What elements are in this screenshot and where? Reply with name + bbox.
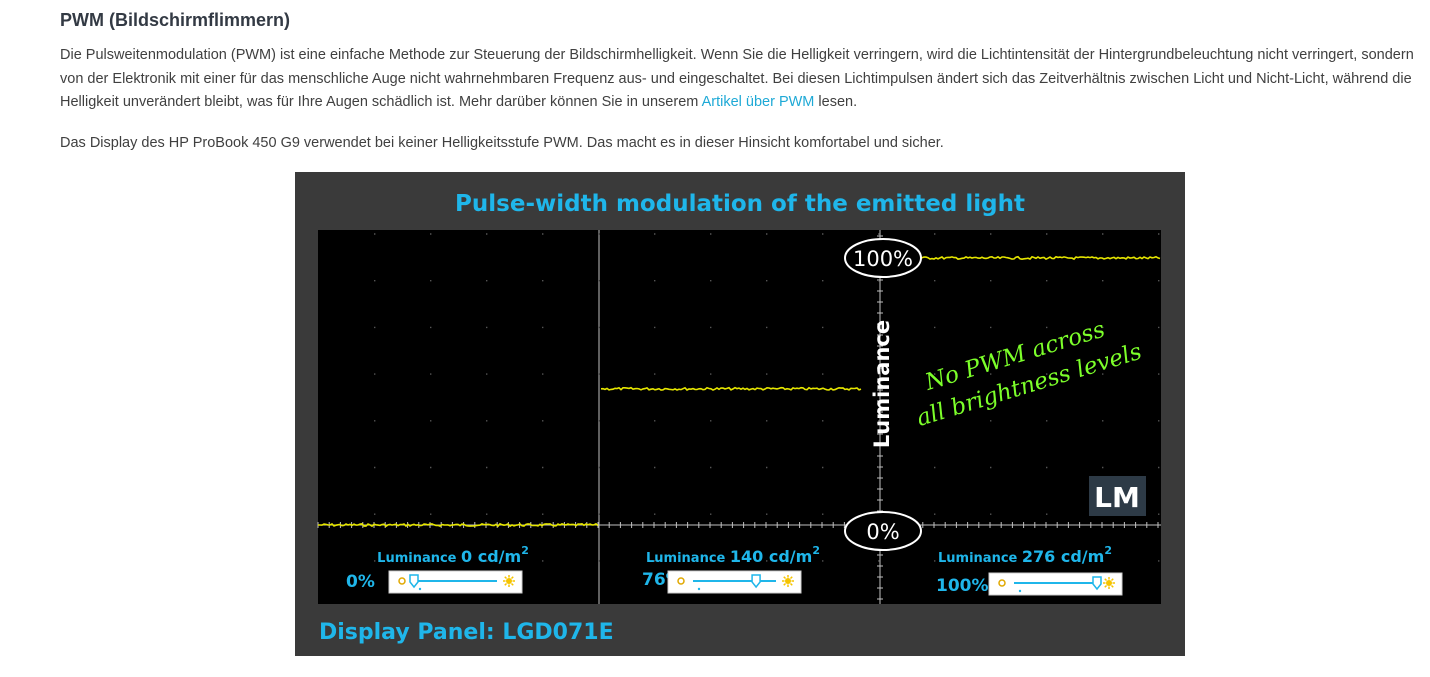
luminance-exponent: 2	[812, 544, 820, 557]
trace-line-1	[318, 522, 599, 528]
luminance-caption: Luminance	[646, 551, 730, 566]
sun-ray	[510, 576, 514, 580]
luminance-exponent: 2	[521, 544, 529, 557]
slider-handle[interactable]	[751, 574, 761, 589]
sun-ray	[783, 576, 787, 580]
sun-ray	[504, 582, 508, 586]
sun-ray	[504, 576, 508, 580]
marker-100-percent: 100%	[844, 238, 922, 278]
chart-title: Pulse-width modulation of the emitted li…	[455, 191, 1025, 217]
sun-ray	[789, 576, 793, 580]
luminance-caption: Luminance	[377, 551, 461, 566]
brightness-slider[interactable]	[388, 570, 523, 594]
slider-handle[interactable]	[409, 574, 419, 589]
luminance-label: Luminance 0 cd/m2	[377, 544, 529, 566]
marker-100-ellipse	[844, 238, 922, 278]
trace-group	[318, 255, 1161, 528]
lm-logo-box	[1089, 476, 1146, 516]
sun-ray	[1110, 578, 1114, 582]
sun-large-icon	[782, 575, 794, 587]
slider-tick-dot	[1018, 589, 1022, 593]
sun-ray	[783, 582, 787, 586]
slider-tick-dot	[418, 587, 422, 591]
brightness-slider[interactable]	[667, 570, 802, 594]
luminance-caption: Luminance	[938, 551, 1022, 566]
sun-ray	[1104, 578, 1108, 582]
sun-core	[1106, 580, 1112, 586]
plot-area	[318, 230, 1161, 604]
marker-0-percent: 0%	[844, 511, 922, 551]
display-panel-label: Display Panel: LGD071E	[319, 620, 614, 645]
trace-line-3	[881, 255, 1161, 261]
sun-small-icon	[398, 577, 406, 585]
brightness-info-3: Luminance 276 cd/m2 100%	[936, 544, 1123, 596]
paragraph-text-after-link: lesen.	[814, 94, 858, 110]
sun-ray	[789, 582, 793, 586]
brightness-setting-label: 0%	[346, 572, 375, 592]
pwm-description-paragraph: Die Pulsweitenmodulation (PWM) ist eine …	[60, 44, 1422, 115]
sun-ray	[1104, 584, 1108, 588]
marker-0-label: 0%	[866, 520, 899, 544]
brightness-info-1: Luminance 0 cd/m20%	[346, 544, 529, 594]
luminance-value: 140 cd/m	[730, 547, 812, 566]
pwm-chart-figure: Pulse-width modulation of the emitted li…	[295, 172, 1185, 656]
lm-logo-text: LM	[1094, 481, 1140, 514]
luminance-value: 0 cd/m	[461, 547, 521, 566]
sun-core	[506, 578, 512, 584]
slider-handle[interactable]	[1092, 576, 1102, 591]
marker-0-ellipse	[844, 511, 922, 551]
y-axis-label: Luminance	[870, 320, 894, 448]
brightness-slider[interactable]	[988, 572, 1123, 596]
pwm-result-paragraph: Das Display des HP ProBook 450 G9 verwen…	[60, 135, 944, 151]
sun-small-icon	[677, 577, 685, 585]
pwm-chart: Pulse-width modulation of the emitted li…	[295, 172, 1185, 656]
luminance-label: Luminance 276 cd/m2	[938, 544, 1112, 566]
sun-core	[785, 578, 791, 584]
pwm-article-link[interactable]: Artikel über PWM	[701, 94, 815, 110]
section-title: PWM (Bildschirmflimmern)	[60, 10, 291, 30]
trace-line-2	[600, 386, 862, 391]
sun-small-icon	[998, 579, 1006, 587]
lm-logo: LM	[1089, 476, 1146, 516]
luminance-value: 276 cd/m	[1022, 547, 1104, 566]
luminance-exponent: 2	[1104, 544, 1112, 557]
marker-100-label: 100%	[853, 247, 913, 271]
sun-large-icon	[503, 575, 515, 587]
slider-tick-dot	[697, 587, 701, 591]
grid-dots	[374, 233, 1160, 562]
sun-ray	[510, 582, 514, 586]
brightness-info-group: Luminance 0 cd/m20%Luminance 140 cd/m276…	[346, 544, 1123, 596]
luminance-label: Luminance 140 cd/m2	[646, 544, 820, 566]
paragraph-text-before-link: Die Pulsweitenmodulation (PWM) ist eine …	[60, 47, 1414, 110]
sun-large-icon	[1103, 577, 1115, 589]
brightness-setting-label: 100%	[936, 576, 989, 596]
sun-ray	[1110, 584, 1114, 588]
